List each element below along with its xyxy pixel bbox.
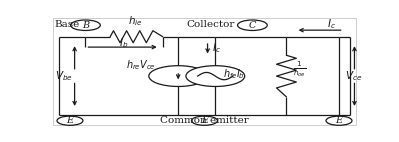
Text: Collector: Collector: [186, 20, 234, 29]
Circle shape: [149, 66, 207, 86]
Text: $\frac{1}{h_{oe}}$: $\frac{1}{h_{oe}}$: [292, 60, 306, 79]
Text: C: C: [249, 21, 256, 30]
Text: E: E: [336, 116, 343, 125]
Text: $V_{be}$: $V_{be}$: [55, 69, 72, 83]
Text: $I_c$: $I_c$: [212, 41, 221, 55]
Text: B: B: [82, 21, 89, 30]
Text: $h_{ie}$: $h_{ie}$: [128, 14, 142, 28]
Text: E: E: [66, 116, 73, 125]
Circle shape: [186, 66, 245, 86]
Text: Base: Base: [55, 20, 80, 29]
Text: $h_{fe}I_b$: $h_{fe}I_b$: [223, 67, 245, 81]
Text: E: E: [201, 116, 208, 125]
Text: $V_{ce}$: $V_{ce}$: [345, 69, 362, 83]
Text: $I_c$: $I_c$: [327, 17, 336, 31]
Text: $I_b$: $I_b$: [119, 36, 129, 50]
Text: Common emitter: Common emitter: [160, 116, 249, 125]
Text: $h_{re}V_{ce}$: $h_{re}V_{ce}$: [126, 58, 156, 72]
